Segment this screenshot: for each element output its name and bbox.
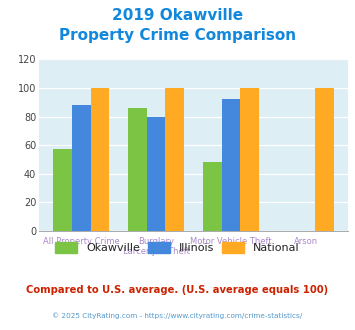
Bar xyxy=(53,149,72,231)
Text: 2019 Okawville: 2019 Okawville xyxy=(112,8,243,23)
Text: Property Crime Comparison: Property Crime Comparison xyxy=(59,28,296,43)
Bar xyxy=(315,88,334,231)
Bar xyxy=(91,88,109,231)
Text: © 2025 CityRating.com - https://www.cityrating.com/crime-statistics/: © 2025 CityRating.com - https://www.city… xyxy=(53,312,302,318)
Bar xyxy=(165,88,184,231)
Bar xyxy=(147,116,165,231)
Bar xyxy=(222,99,240,231)
Legend: Okawville, Illinois, National: Okawville, Illinois, National xyxy=(55,242,300,253)
Bar xyxy=(203,162,222,231)
Text: Compared to U.S. average. (U.S. average equals 100): Compared to U.S. average. (U.S. average … xyxy=(26,285,329,295)
Bar xyxy=(128,108,147,231)
Bar xyxy=(72,105,91,231)
Bar xyxy=(240,88,259,231)
